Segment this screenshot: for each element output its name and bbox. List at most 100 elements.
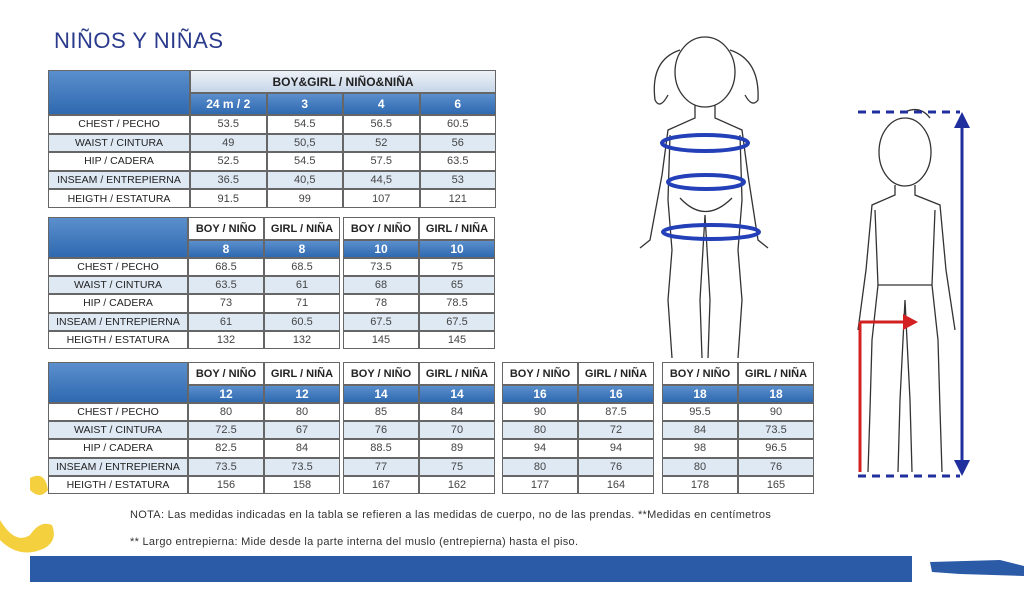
value-cell: 76: [343, 421, 419, 440]
blue-splash: [930, 560, 1024, 576]
value-cell: 91.5: [190, 189, 267, 208]
value-cell: 75: [419, 258, 495, 277]
inseam-arrowhead: [903, 314, 918, 330]
value-cell: 56.5: [343, 115, 420, 134]
note: NOTA: Las medidas indicadas en la tabla …: [130, 509, 772, 521]
value-cell: 88.5: [343, 439, 419, 458]
value-cell: 84: [264, 439, 340, 458]
bottom-band: [30, 556, 912, 582]
value-cell: 132: [264, 330, 340, 349]
value-cell: 67: [264, 421, 340, 440]
value-cell: 53: [419, 170, 496, 190]
value-cell: 67.5: [419, 312, 495, 331]
yellow-splash: [0, 520, 54, 553]
girl-sketch: [639, 36, 769, 359]
girl-measure-rings: [660, 133, 761, 241]
yellow-splash: [30, 475, 48, 495]
inseam-guide: [858, 320, 905, 472]
value-cell: 73.5: [188, 457, 264, 476]
size-header: 18: [738, 385, 814, 403]
value-cell: 61: [188, 312, 264, 331]
table-header: BOY&GIRL / NIÑO&NIÑA: [190, 70, 496, 93]
size-header: 10: [419, 240, 495, 258]
column-header: GIRL / NIÑA: [738, 362, 814, 385]
value-cell: 63.5: [188, 276, 264, 295]
column-header: GIRL / NIÑA: [419, 362, 495, 385]
value-cell: 94: [502, 439, 578, 458]
column-header: BOY / NIÑO: [343, 217, 419, 240]
value-cell: 178: [662, 475, 738, 494]
value-cell: 78.5: [419, 294, 495, 313]
value-cell: 95.5: [662, 403, 738, 422]
value-cell: 89: [419, 439, 495, 458]
value-cell: 67.5: [343, 312, 419, 331]
size-header: 6: [419, 93, 496, 115]
column-header: BOY / NIÑO: [662, 362, 738, 385]
column-header: GIRL / NIÑA: [264, 362, 340, 385]
value-cell: 167: [343, 475, 419, 494]
value-cell: 177: [502, 475, 578, 494]
value-cell: 87.5: [578, 403, 654, 422]
value-cell: 162: [419, 475, 495, 494]
size-header: 12: [264, 385, 340, 403]
value-cell: 57.5: [343, 152, 420, 171]
value-cell: 84: [419, 403, 495, 422]
row-label: HIP / CADERA: [48, 152, 190, 171]
height-guides: [858, 110, 964, 478]
value-cell: 73.5: [738, 421, 814, 440]
value-cell: 60.5: [419, 115, 496, 134]
value-cell: 71: [264, 294, 340, 313]
row-label: CHEST / PECHO: [48, 258, 188, 277]
value-cell: 52: [343, 133, 420, 153]
column-header: BOY / NIÑO: [502, 362, 578, 385]
size-header: 4: [343, 93, 420, 115]
value-cell: 77: [343, 457, 419, 476]
value-cell: 121: [419, 189, 496, 208]
value-cell: 145: [343, 330, 419, 349]
value-cell: 49: [190, 133, 267, 153]
corner-cell: [48, 70, 190, 115]
value-cell: 85: [343, 403, 419, 422]
value-cell: 36.5: [190, 170, 267, 190]
size-header: 3: [266, 93, 343, 115]
value-cell: 80: [502, 457, 578, 476]
value-cell: 90: [502, 403, 578, 422]
row-label: HIP / CADERA: [48, 294, 188, 313]
value-cell: 75: [419, 457, 495, 476]
row-label: WAIST / CINTURA: [48, 421, 188, 440]
value-cell: 82.5: [188, 439, 264, 458]
row-label: CHEST / PECHO: [48, 115, 190, 134]
value-cell: 80: [264, 403, 340, 422]
value-cell: 73.5: [264, 457, 340, 476]
boy-sketch: [857, 108, 956, 473]
column-header: BOY / NIÑO: [188, 362, 264, 385]
value-cell: 164: [578, 475, 654, 494]
value-cell: 90: [738, 403, 814, 422]
value-cell: 84: [662, 421, 738, 440]
row-label: HIP / CADERA: [48, 439, 188, 458]
column-header: GIRL / NIÑA: [419, 217, 495, 240]
value-cell: 68.5: [188, 258, 264, 277]
value-cell: 96.5: [738, 439, 814, 458]
size-header: 16: [578, 385, 654, 403]
value-cell: 76: [578, 457, 654, 476]
row-label: HEIGTH / ESTATURA: [48, 189, 190, 208]
value-cell: 60.5: [264, 312, 340, 331]
value-cell: 54.5: [266, 115, 343, 134]
value-cell: 94: [578, 439, 654, 458]
value-cell: 63.5: [419, 152, 496, 171]
value-cell: 53.5: [190, 115, 267, 134]
size-header: 14: [343, 385, 419, 403]
value-cell: 72.5: [188, 421, 264, 440]
row-label: INSEAM / ENTREPIERNA: [48, 457, 188, 476]
column-header: BOY / NIÑO: [343, 362, 419, 385]
value-cell: 80: [502, 421, 578, 440]
size-header: 24 m / 2: [190, 93, 267, 115]
size-header: 10: [343, 240, 419, 258]
value-cell: 76: [738, 457, 814, 476]
value-cell: 107: [343, 189, 420, 208]
value-cell: 158: [264, 475, 340, 494]
row-label: CHEST / PECHO: [48, 403, 188, 422]
value-cell: 98: [662, 439, 738, 458]
